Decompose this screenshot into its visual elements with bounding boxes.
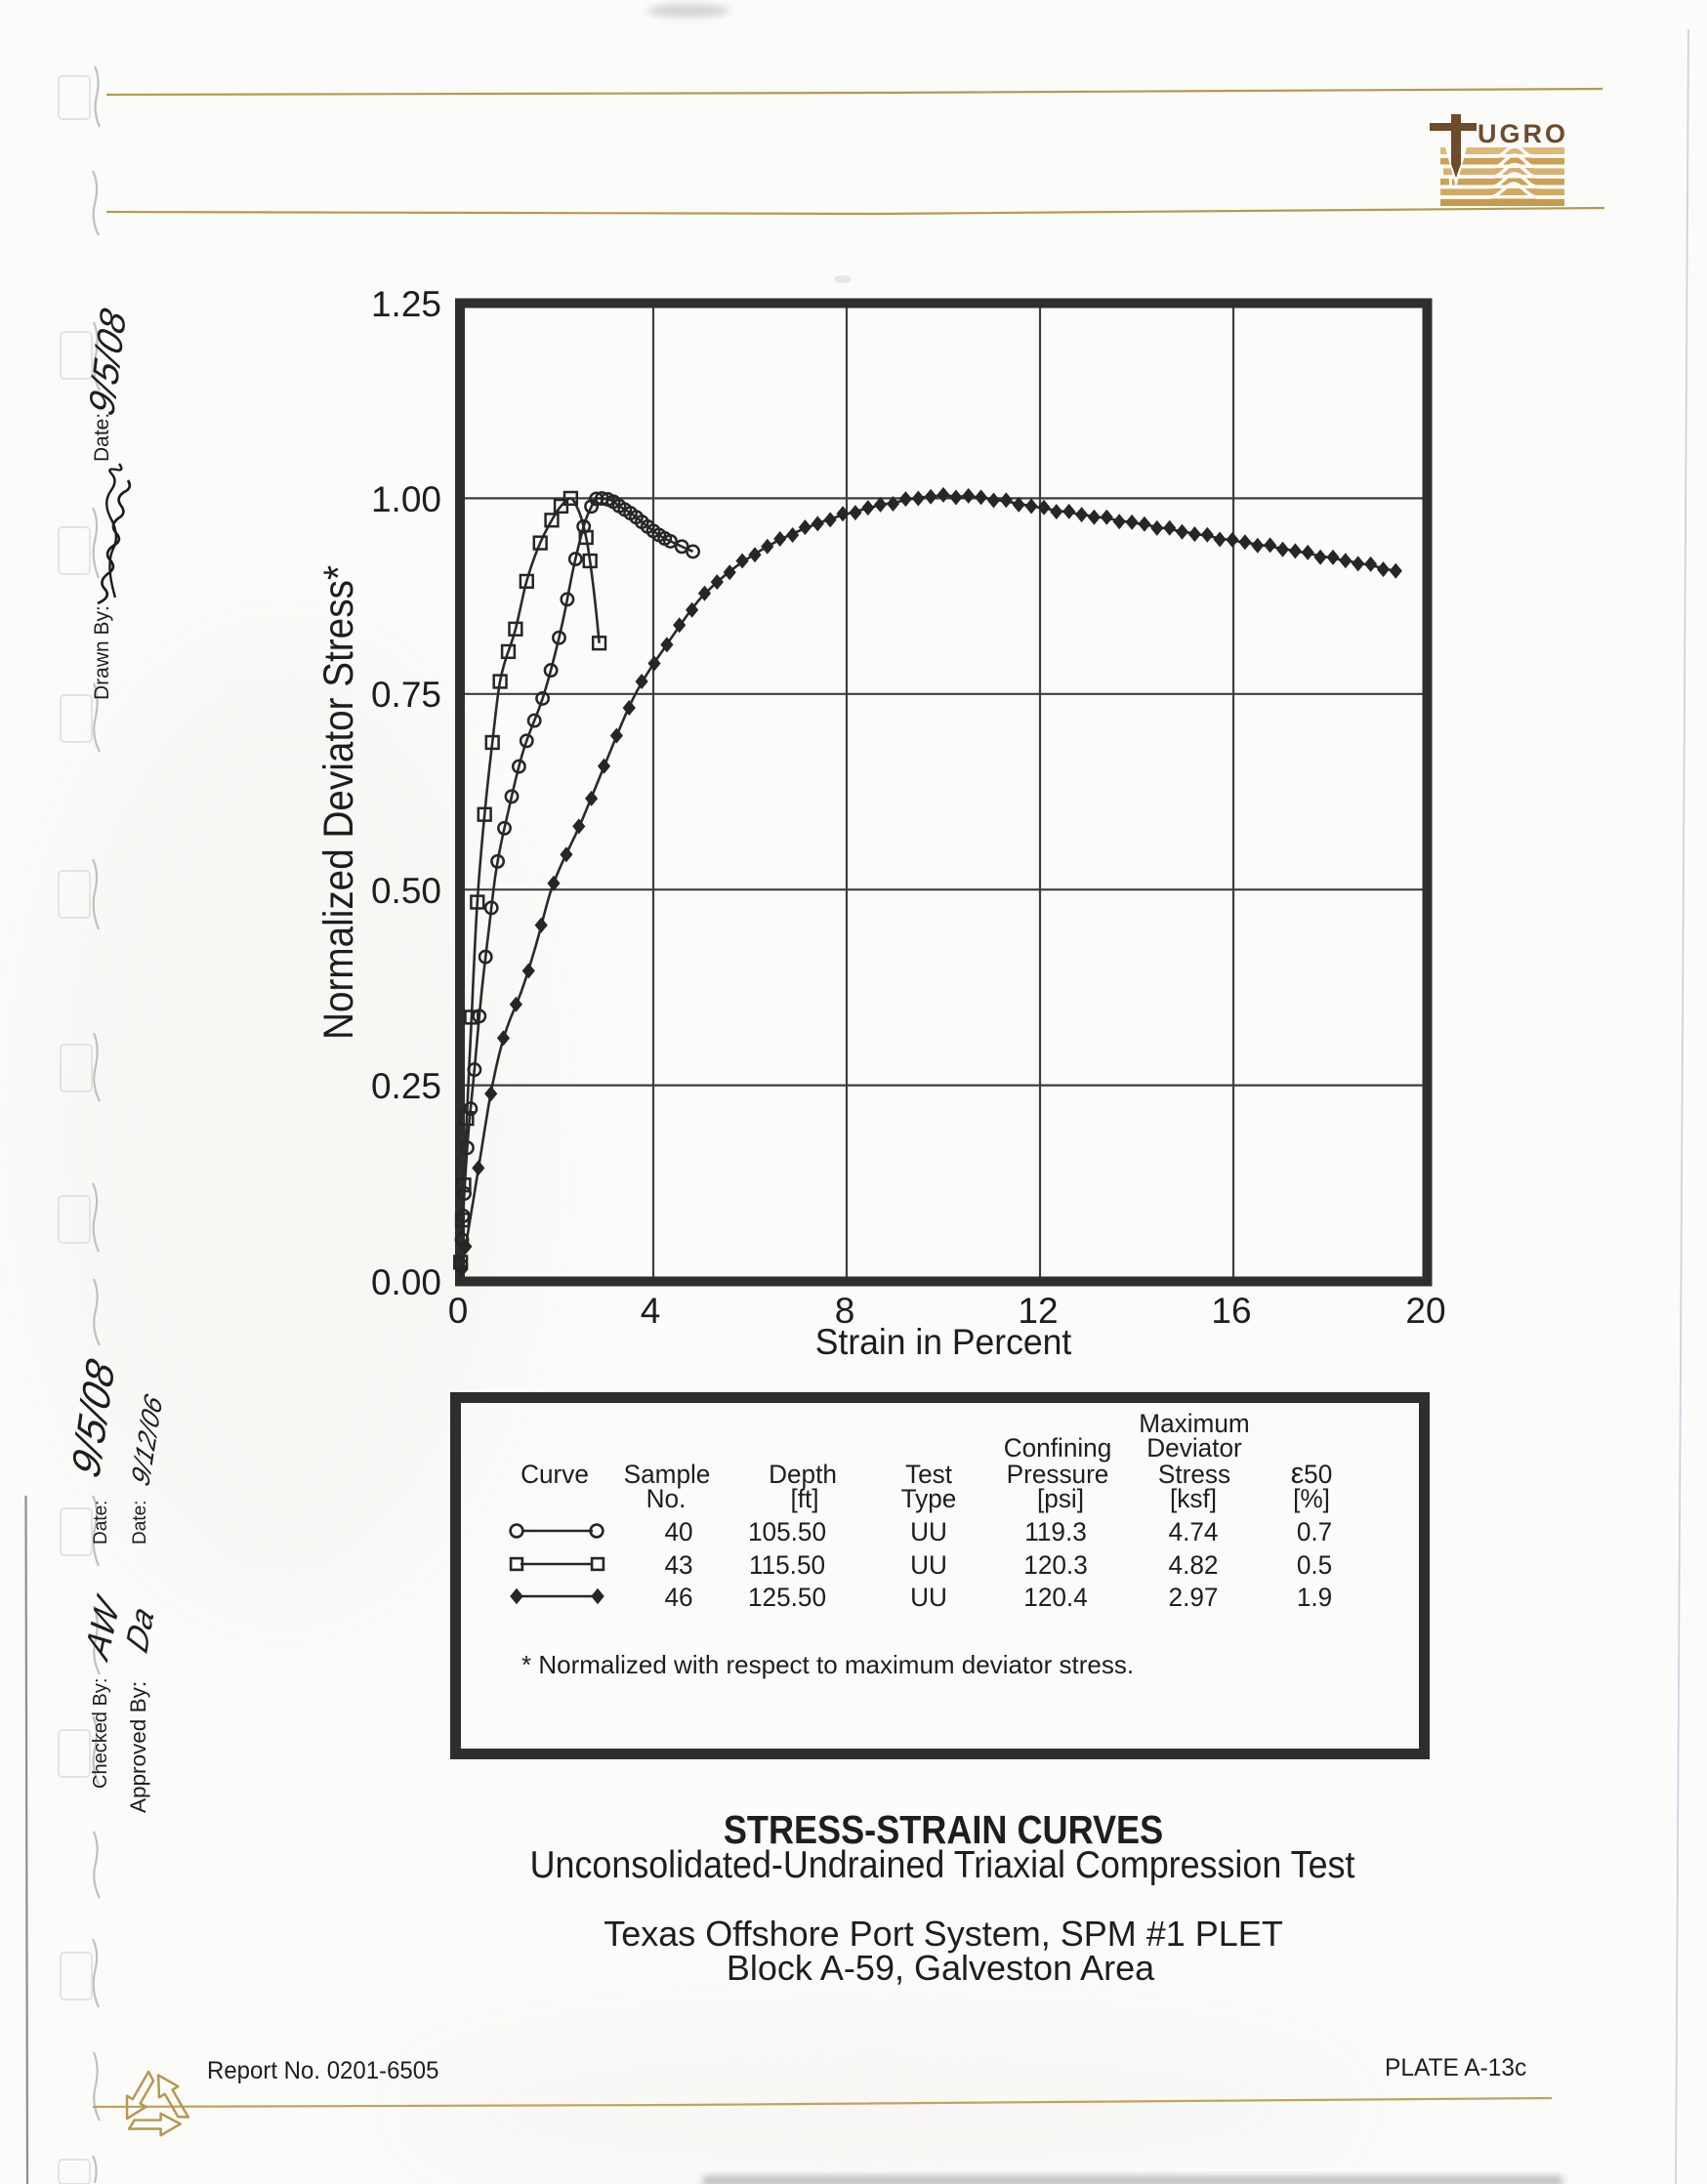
svg-text:* Normalized with respect to m: * Normalized with respect to maximum dev…	[521, 1650, 1134, 1679]
svg-text:1.25: 1.25	[371, 284, 441, 324]
svg-text:120.3: 120.3	[1023, 1550, 1087, 1580]
svg-text:0.5: 0.5	[1297, 1550, 1332, 1580]
svg-text:120.4: 120.4	[1023, 1583, 1087, 1612]
svg-text:UU: UU	[910, 1583, 947, 1612]
svg-text:1.00: 1.00	[371, 479, 441, 519]
svg-text:4: 4	[641, 1291, 661, 1331]
svg-text:[ksf]: [ksf]	[1170, 1484, 1217, 1513]
svg-text:40: 40	[664, 1517, 692, 1546]
svg-text:Unconsolidated-Undrained Triax: Unconsolidated-Undrained Triaxial Compre…	[530, 1843, 1355, 1886]
svg-text:Deviator: Deviator	[1146, 1433, 1242, 1463]
svg-text:Date:: Date:	[130, 1501, 150, 1545]
svg-text:0.50: 0.50	[371, 871, 441, 911]
svg-text:Confining: Confining	[1004, 1433, 1112, 1463]
svg-text:UU: UU	[910, 1517, 947, 1546]
svg-text:No.: No.	[646, 1484, 687, 1513]
svg-text:Date:: Date:	[91, 413, 113, 462]
svg-text:4.74: 4.74	[1169, 1517, 1219, 1546]
svg-text:[%]: [%]	[1293, 1484, 1330, 1513]
svg-text:STRESS-STRAIN CURVES: STRESS-STRAIN CURVES	[724, 1808, 1163, 1853]
svg-text:Date:: Date:	[91, 1501, 111, 1545]
svg-text:[ft]: [ft]	[790, 1484, 818, 1513]
svg-text:Test: Test	[905, 1460, 953, 1489]
svg-text:Type: Type	[901, 1484, 957, 1513]
svg-text:12: 12	[1018, 1291, 1058, 1331]
svg-text:1.9: 1.9	[1297, 1583, 1332, 1612]
svg-text:4.82: 4.82	[1169, 1550, 1219, 1580]
svg-text:UU: UU	[910, 1550, 947, 1580]
svg-text:UGRO: UGRO	[1478, 119, 1568, 148]
svg-text:Sample: Sample	[624, 1460, 711, 1489]
svg-text:Checked By:: Checked By:	[90, 1678, 111, 1789]
svg-text:Maximum: Maximum	[1139, 1409, 1249, 1438]
svg-text:0.75: 0.75	[371, 675, 441, 715]
svg-text:Report No. 0201-6505: Report No. 0201-6505	[207, 2058, 438, 2085]
svg-text:ε50: ε50	[1291, 1457, 1333, 1491]
svg-text:0.7: 0.7	[1297, 1517, 1332, 1546]
svg-text:Approved By:: Approved By:	[126, 1681, 150, 1813]
svg-text:125.50: 125.50	[748, 1583, 826, 1612]
svg-text:46: 46	[664, 1583, 692, 1612]
svg-text:16: 16	[1211, 1291, 1251, 1331]
svg-text:115.50: 115.50	[749, 1550, 825, 1580]
svg-text:Stress: Stress	[1158, 1460, 1230, 1489]
svg-text:Texas Offshore Port System, SP: Texas Offshore Port System, SPM #1 PLET	[604, 1914, 1283, 1954]
svg-text:0.00: 0.00	[371, 1262, 441, 1302]
svg-text:[psi]: [psi]	[1037, 1484, 1084, 1513]
svg-text:Normalized Deviator Stress*: Normalized Deviator Stress*	[314, 565, 361, 1040]
svg-text:Curve: Curve	[520, 1460, 589, 1489]
svg-text:Block A-59, Galveston Area: Block A-59, Galveston Area	[727, 1948, 1155, 1988]
svg-text:0: 0	[448, 1291, 469, 1331]
svg-text:0.25: 0.25	[371, 1066, 441, 1106]
svg-text:119.3: 119.3	[1024, 1517, 1087, 1546]
svg-text:43: 43	[664, 1550, 692, 1580]
svg-text:Strain in Percent: Strain in Percent	[815, 1321, 1071, 1362]
svg-text:Pressure: Pressure	[1007, 1460, 1109, 1489]
svg-text:2.97: 2.97	[1169, 1583, 1219, 1612]
svg-text:20: 20	[1405, 1291, 1445, 1331]
svg-text:105.50: 105.50	[748, 1517, 826, 1546]
svg-text:8: 8	[835, 1291, 855, 1331]
svg-text:Drawn By:: Drawn By:	[91, 605, 113, 700]
svg-text:Depth: Depth	[769, 1460, 837, 1489]
svg-text:PLATE A-13c: PLATE A-13c	[1385, 2055, 1526, 2081]
